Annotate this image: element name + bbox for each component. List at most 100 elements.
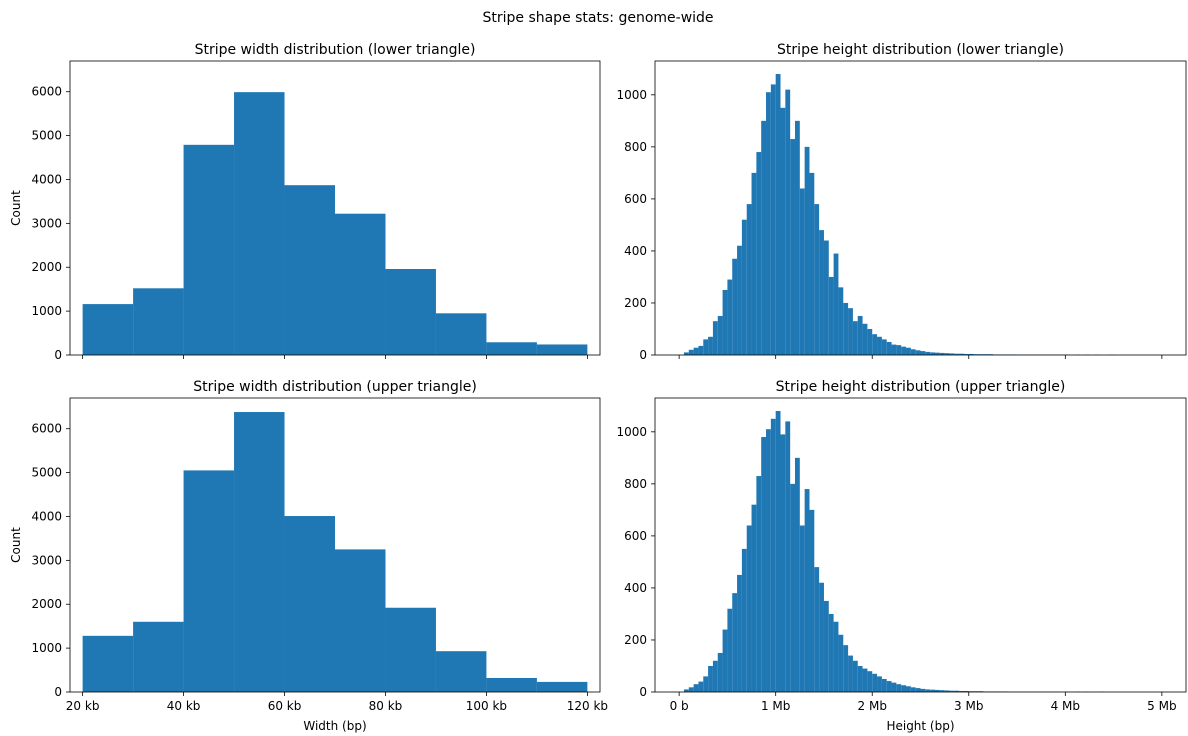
height-lower-bar [901,346,907,355]
height-upper-bar [693,684,699,692]
height-upper-bar [881,678,887,692]
height-lower-bar [934,352,940,355]
height-lower-bar [790,139,795,355]
width-lower-ylabel: Count [9,190,23,226]
panel-width-upper: 0 1000 2000 3000 4000 5000 6000 20 kb 40 kb 60 kb… [9,379,608,733]
width-lower-bar [335,213,386,355]
height-upper-xtick-label: 5 Mb [1147,699,1176,713]
height-lower-bar [708,336,713,355]
height-lower-title: Stripe height distribution (lower triang… [777,42,1064,58]
height-upper-bar [746,525,752,692]
height-upper-bar [959,690,964,692]
height-upper-title: Stripe height distribution (upper triang… [776,379,1066,395]
height-lower-bar [877,336,882,355]
height-lower-bar [722,289,728,355]
width-lower-ytick-label: 4000 [31,172,62,186]
width-lower-ytick-label: 6000 [31,85,62,99]
height-lower-bar [756,152,762,355]
height-lower-bar [688,349,694,355]
height-lower-bar [963,353,969,355]
height-upper-ytick-label: 0 [639,685,647,699]
panel-height-lower: 0 200 400 600 800 1000 Stripe height distribut… [616,42,1187,362]
width-upper-title: Stripe width distribution (upper triangl… [193,379,477,395]
width-lower-bar [385,268,436,355]
height-upper-bar [683,689,689,692]
panel-height-upper: 0 200 400 600 800 1000 0 b 1 Mb 2 Mb 3 Mb 4 Mb 5 Mb… [616,379,1187,733]
height-lower-ytick-label: 600 [624,192,647,206]
height-upper-xtick-label: 3 Mb [954,699,983,713]
height-upper-xtick-label: 1 Mb [761,699,790,713]
height-lower-bar [693,347,699,355]
height-upper-xtick-label: 4 Mb [1051,699,1080,713]
width-upper-xtick-label: 100 kb [466,699,507,713]
height-upper-ytick-label: 400 [624,581,647,595]
height-upper-bar [906,686,911,692]
height-lower-bar [867,328,873,355]
height-upper-bar [766,429,771,692]
height-upper-bar [944,690,950,692]
height-lower-bar [949,353,955,355]
height-lower-bar [930,352,935,355]
height-upper-bar [915,688,921,692]
height-lower-bar [872,334,878,355]
width-upper-bar [385,607,436,692]
height-upper-ytick-label: 800 [624,477,647,491]
height-lower-bar [727,279,733,355]
width-lower-ytick-label: 1000 [31,304,62,318]
height-upper-bar [934,689,940,692]
height-lower-bar [775,74,781,355]
height-lower-bar [852,321,858,355]
height-upper-bar [843,645,849,692]
height-upper-bar [751,504,757,692]
width-lower-bar [435,313,487,355]
width-upper-bar [82,635,134,692]
height-lower-bar [910,349,916,355]
height-upper-bar [891,682,897,692]
height-upper-bar [862,668,868,692]
height-lower-axes-frame [654,60,1187,356]
width-upper-ytick-label: 6000 [31,422,62,436]
height-lower-bar [838,287,844,355]
height-upper-bar [877,676,882,692]
height-lower-bar [828,276,834,355]
height-upper-bar [780,434,786,692]
height-upper-bar [741,548,747,692]
height-lower-bar [766,92,771,355]
height-upper-bar [688,687,694,692]
height-lower-bar [732,258,738,355]
height-lower-bar [780,107,786,356]
width-upper-xtick-label: 20 kb [66,699,100,713]
height-upper-bar [939,690,945,692]
width-upper-bar [536,681,588,692]
width-upper-ytick-label: 4000 [31,509,62,523]
height-upper-bar [717,652,723,692]
height-lower-bar [920,351,926,355]
width-upper-bar [435,651,487,692]
width-upper-xlabel: Width (bp) [303,719,366,733]
width-lower-ytick-label: 0 [54,348,62,362]
height-upper-bar [814,567,820,692]
width-upper-ytick-label: 3000 [31,553,62,567]
height-lower-bar [770,84,776,356]
width-upper-bar [133,621,184,692]
height-upper-bar [698,681,704,692]
width-lower-bar [486,342,537,355]
height-lower-bar [809,172,815,355]
height-upper-bar [775,411,781,692]
height-lower-bar [746,204,752,355]
height-upper-bar [761,437,767,692]
width-upper-xtick-label: 120 kb [567,699,608,713]
width-upper-bar [335,549,386,692]
height-upper-bar [790,483,795,692]
width-lower-axes-frame [69,60,601,356]
height-lower-bar [857,315,863,355]
height-lower-bar [698,345,704,355]
width-upper-ytick-label: 5000 [31,466,62,480]
height-upper-bar [712,660,718,692]
height-lower-bar [968,353,974,355]
width-upper-bar [284,516,335,692]
height-lower-bar [833,253,839,355]
height-upper-bar [722,629,728,692]
height-lower-bar [925,351,931,355]
